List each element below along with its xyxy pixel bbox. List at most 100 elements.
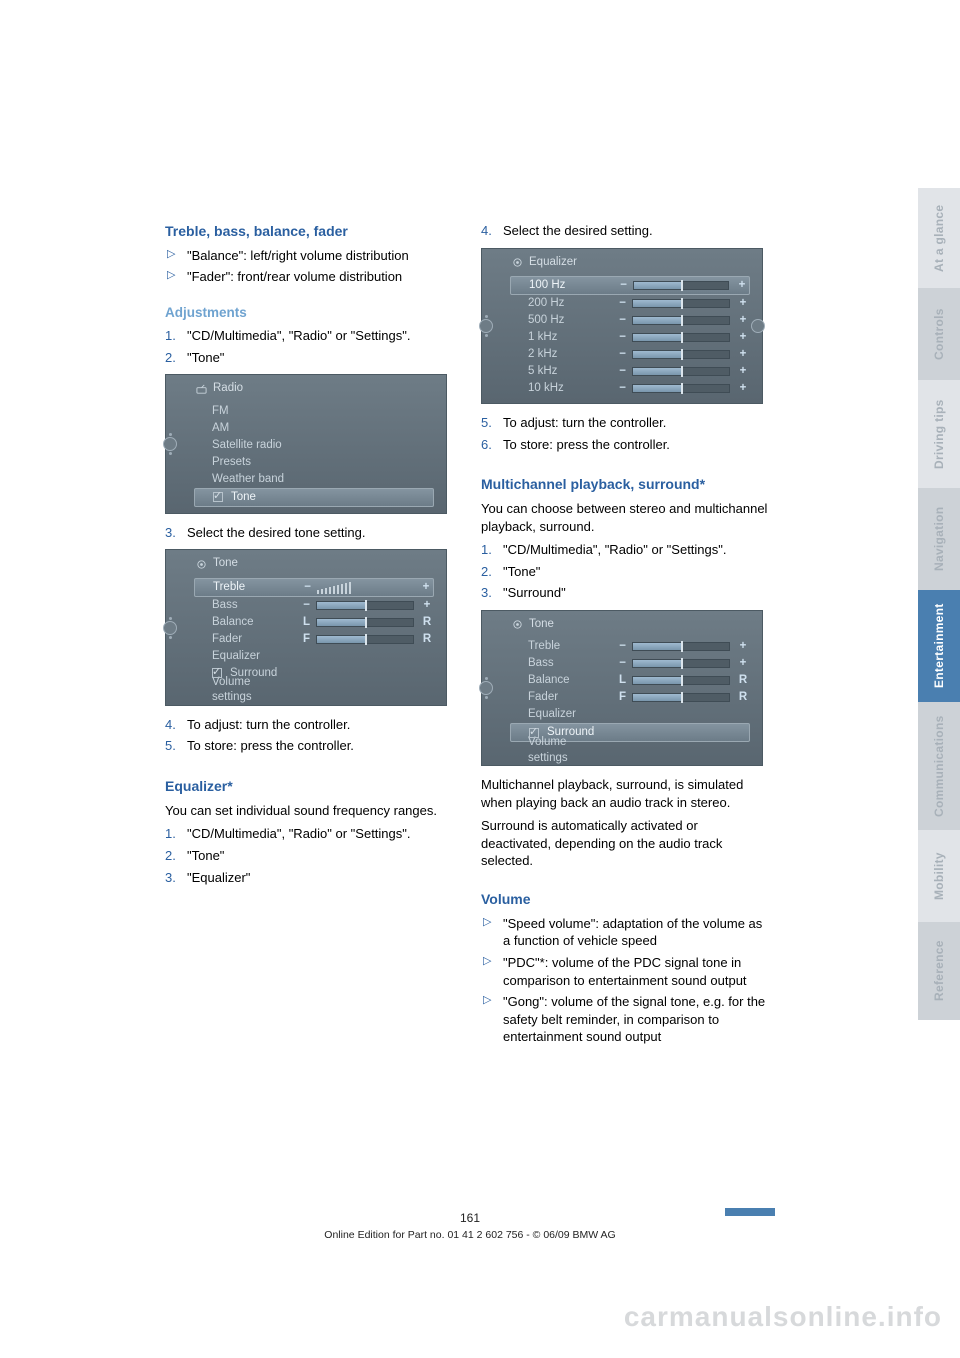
slider-cap-right: R [420, 632, 434, 648]
idrive-row: 10 kHz−+ [528, 380, 750, 397]
slider-cap-right: + [420, 598, 434, 614]
slider-cap-right: + [736, 347, 750, 363]
slider-cap-right: + [736, 364, 750, 380]
slider [316, 601, 414, 610]
adjust-step-1: "CD/Multimedia", "Radio" or "Settings". [165, 327, 455, 345]
eq-step-5: To adjust: turn the controller. [481, 414, 771, 432]
check-icon [212, 668, 222, 678]
slider-cap-left: − [612, 656, 626, 672]
idrive-row-label: Balance [212, 615, 290, 631]
idrive-tone-screenshot: Tone Treble−+Bass−+BalanceLRFaderFREqual… [165, 549, 447, 706]
adjust-step-2: "Tone" [165, 349, 455, 367]
eq-step-6: To store: press the controller. [481, 436, 771, 454]
footer-bar [725, 1208, 775, 1216]
idrive-row-label: 10 kHz [528, 381, 606, 397]
slider-cap-left: L [612, 673, 626, 689]
idrive-knob-icon [163, 621, 177, 635]
multi-step-3: "Surround" [481, 584, 771, 602]
slider-cap-right: + [736, 296, 750, 312]
radio-row-sat: Satellite radio [212, 437, 434, 454]
eq-step-4-list: Select the desired setting. [481, 222, 771, 240]
slider-cap-left: − [612, 313, 626, 329]
adjust-step-4: To adjust: turn the controller. [165, 716, 455, 734]
slider [316, 635, 414, 644]
multi-paragraph-2: Surround is automatically activated or d… [481, 817, 771, 870]
idrive-row-label: Equalizer [528, 707, 606, 723]
slider [632, 316, 730, 325]
idrive-row-label: Equalizer [212, 649, 290, 665]
radio-icon [196, 384, 207, 395]
slider-cap-left: − [612, 296, 626, 312]
idrive-row: Equalizer [212, 648, 434, 665]
eq-step-4: Select the desired setting. [481, 222, 771, 240]
tab-driving-tips[interactable]: Driving tips [918, 380, 960, 488]
idrive-row: Volume settings [212, 682, 434, 699]
idrive-row-label: 5 kHz [528, 364, 606, 380]
edition-line: Online Edition for Part no. 01 41 2 602 … [324, 1229, 615, 1241]
idrive-row: Bass− + [528, 655, 750, 672]
radio-row-weather: Weather band [212, 471, 434, 488]
slider [633, 281, 729, 290]
slider-cap-right: R [736, 690, 750, 706]
slider-cap-left: − [296, 598, 310, 614]
page-footer: 161 Online Edition for Part no. 01 41 2 … [165, 1210, 775, 1242]
adjust-step-3-list: Select the desired tone setting. [165, 524, 455, 542]
idrive-row-label: Volume settings [212, 675, 290, 706]
idrive-row: FaderFR [528, 689, 750, 706]
idrive-eq-header: Equalizer [529, 255, 577, 271]
idrive-row-label: 200 Hz [528, 296, 606, 312]
tickbars-icon [317, 582, 413, 592]
volume-bullets: "Speed volume": adaptation of the volume… [481, 915, 771, 1046]
tab-communications[interactable]: Communications [918, 702, 960, 830]
slider-cap-left: − [612, 639, 626, 655]
eq-step-1: "CD/Multimedia", "Radio" or "Settings". [165, 825, 455, 843]
tab-reference[interactable]: Reference [918, 922, 960, 1020]
radio-row-fm: FM [212, 403, 434, 420]
slider-cap-right: + [736, 656, 750, 672]
idrive-knob-icon [479, 319, 493, 333]
multi-step-2: "Tone" [481, 563, 771, 581]
idrive-tone-header: Tone [213, 556, 238, 572]
page-number: 161 [165, 1210, 775, 1226]
eq-step-3: "Equalizer" [165, 869, 455, 887]
slider [632, 659, 730, 668]
slider [632, 299, 730, 308]
slider-cap-left: − [297, 580, 311, 596]
left-column: Treble, bass, balance, fader "Balance": … [165, 222, 455, 1054]
idrive-row: 500 Hz−+ [528, 312, 750, 329]
slider-cap-left: L [296, 615, 310, 631]
slider [632, 676, 730, 685]
idrive-radio-header: Radio [213, 381, 243, 397]
idrive-row-label: Bass [528, 656, 606, 672]
tab-mobility[interactable]: Mobility [918, 830, 960, 922]
slider [632, 367, 730, 376]
slider-cap-left: F [612, 690, 626, 706]
radio-row-am: AM [212, 420, 434, 437]
heading-treble: Treble, bass, balance, fader [165, 222, 455, 241]
tab-entertainment[interactable]: Entertainment [918, 590, 960, 702]
eq-step-2: "Tone" [165, 847, 455, 865]
slider-cap-left: − [612, 364, 626, 380]
side-tabs: At a glance Controls Driving tips Naviga… [918, 188, 960, 1020]
multi-paragraph-1: Multichannel playback, surround, is simu… [481, 776, 771, 811]
tab-navigation[interactable]: Navigation [918, 488, 960, 590]
slider [632, 384, 730, 393]
idrive-row-label: Fader [212, 632, 290, 648]
idrive-equalizer-screenshot: Equalizer 100 Hz−+200 Hz−+500 Hz−+1 kHz−… [481, 248, 763, 405]
gear-icon [196, 559, 207, 570]
bullet-balance: "Balance": left/right volume distributio… [165, 247, 455, 265]
check-icon [213, 492, 223, 502]
slider-cap-right: R [736, 673, 750, 689]
eq-steps-5-6: To adjust: turn the controller. To store… [481, 414, 771, 453]
multi-steps: "CD/Multimedia", "Radio" or "Settings". … [481, 541, 771, 602]
slider-cap-right: + [419, 580, 433, 596]
heading-volume: Volume [481, 890, 771, 909]
volume-bullet-1: "Speed volume": adaptation of the volume… [481, 915, 771, 950]
slider-cap-left: − [612, 381, 626, 397]
idrive-row: BalanceLR [528, 672, 750, 689]
tab-controls[interactable]: Controls [918, 288, 960, 380]
adjust-step-3: Select the desired tone setting. [165, 524, 455, 542]
slider-cap-right: + [736, 330, 750, 346]
tab-at-a-glance[interactable]: At a glance [918, 188, 960, 288]
idrive-tone2-header: Tone [529, 617, 554, 633]
